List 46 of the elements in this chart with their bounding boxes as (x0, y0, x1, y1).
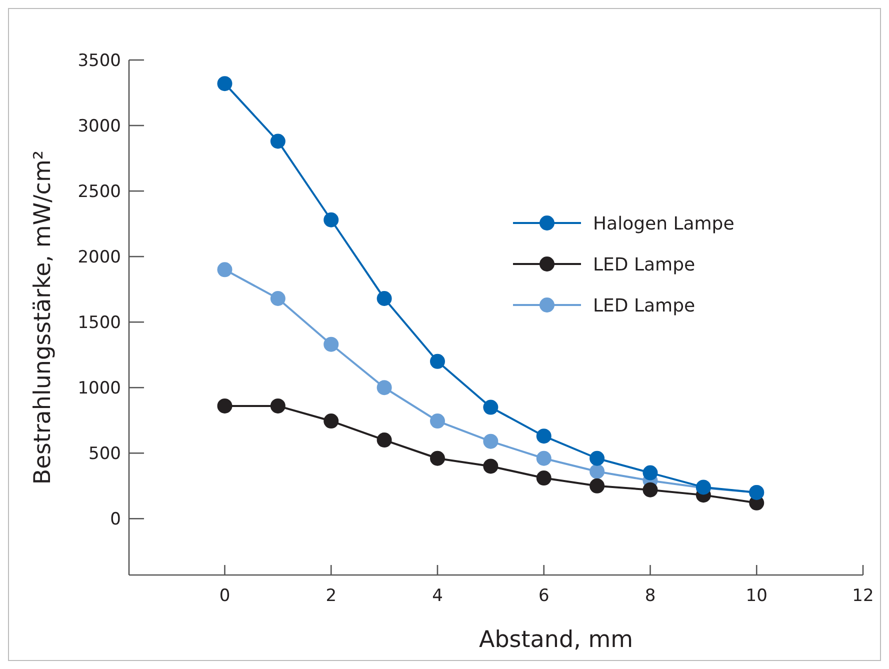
x-tick-label: 10 (746, 586, 768, 606)
point (536, 470, 552, 486)
point (217, 76, 232, 92)
x-tick-label: 12 (852, 586, 874, 606)
point (483, 400, 498, 415)
x-tick-label: 0 (219, 586, 230, 606)
point (270, 398, 286, 414)
y-tick-label: 500 (88, 444, 121, 464)
point (536, 428, 552, 444)
x-axis-title: Abstand, mm (478, 627, 634, 653)
y-axis-title: Bestrahlungsstärke, mW/cm² (30, 150, 56, 485)
point (324, 414, 339, 429)
point (324, 212, 339, 228)
y-tick-label: 1000 (78, 378, 121, 399)
point (430, 354, 445, 369)
y-tick-label: 0 (110, 510, 121, 530)
x-tick-label: 6 (538, 586, 550, 606)
y-tick-label: 2000 (78, 248, 121, 268)
point (536, 450, 552, 466)
legend-label: LED Lampe (593, 295, 696, 316)
point (590, 464, 605, 479)
point (376, 380, 392, 396)
point (217, 262, 232, 278)
point (430, 414, 445, 429)
point (376, 432, 392, 448)
x-tick-label: 4 (432, 586, 443, 606)
x-tick-label: 8 (644, 586, 656, 606)
y-tick-label: 3000 (78, 116, 121, 136)
point (590, 478, 605, 494)
x-tick-label: 2 (326, 586, 337, 606)
legend-label: Halogen Lampe (593, 213, 734, 234)
point (270, 291, 286, 306)
point (483, 458, 498, 474)
y-tick-label: 1500 (78, 313, 121, 334)
point (217, 398, 232, 414)
y-tick-label: 2500 (78, 182, 121, 202)
point (270, 134, 286, 149)
y-tick-label: 3500 (78, 50, 121, 71)
point (483, 434, 498, 449)
legend-label: LED Lampe (593, 254, 696, 276)
point (376, 291, 392, 306)
point (324, 336, 339, 352)
point (642, 465, 658, 480)
point (642, 482, 658, 498)
point (590, 450, 605, 466)
point (430, 450, 445, 466)
